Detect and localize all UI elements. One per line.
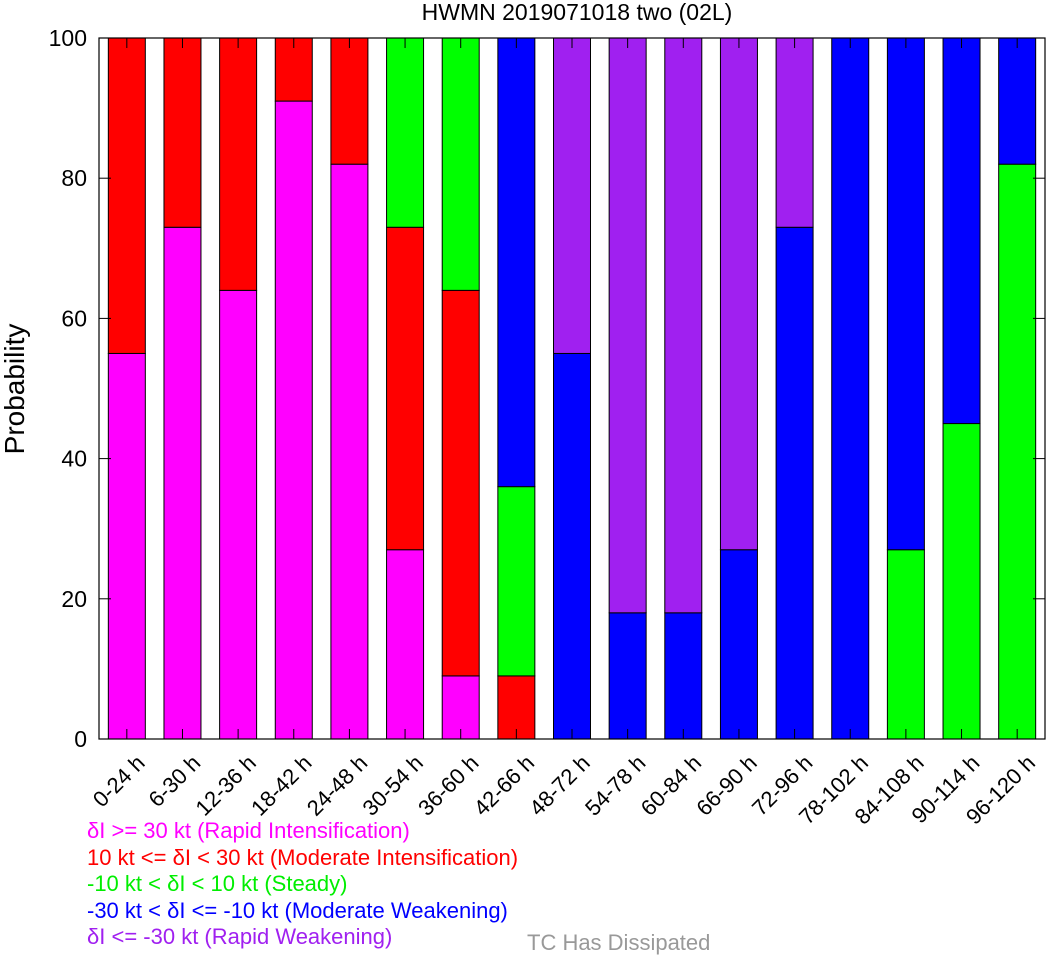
bar-moderate-intensification-2 — [219, 37, 258, 291]
bar-moderate-intensification-3 — [274, 37, 313, 102]
legend: δI >= 30 kt (Rapid Intensification) 10 k… — [87, 818, 518, 951]
legend-entry-moderate-intensification: 10 kt <= δI < 30 kt (Moderate Intensific… — [87, 844, 519, 870]
bar-moderate-weakening-12 — [775, 226, 814, 740]
bar-steady-5 — [386, 37, 425, 228]
y-axis-label: Probability — [0, 324, 30, 455]
bar-steady-7 — [497, 486, 536, 677]
x-tick-label-11: 66-90 h — [691, 750, 761, 820]
bar-rapid-intensification-0 — [107, 352, 146, 740]
bar-rapid-intensification-1 — [163, 226, 202, 740]
x-tick-label-7: 42-66 h — [469, 750, 539, 820]
x-tick-label-2: 12-36 h — [191, 750, 261, 820]
bar-moderate-weakening-16 — [998, 37, 1037, 165]
y-tick-label-0: 0 — [74, 726, 87, 752]
x-tick-label-10: 60-84 h — [636, 750, 706, 820]
bar-rapid-intensification-2 — [219, 289, 258, 740]
y-tick-label-2: 40 — [61, 446, 87, 472]
legend-entry-rapid-intensification: δI >= 30 kt (Rapid Intensification) — [87, 818, 410, 843]
bar-rapid-intensification-3 — [274, 100, 313, 740]
legend-entry-moderate-weakening: -30 kt < δI <= -10 kt (Moderate Weakenin… — [87, 897, 508, 923]
bar-rapid-intensification-6 — [441, 675, 480, 740]
bar-rapid-intensification-4 — [330, 163, 369, 740]
bar-rapid-weakening-10 — [664, 37, 703, 614]
x-tick-label-8: 48-72 h — [524, 750, 594, 820]
legend-entry-steady: -10 kt < δI < 10 kt (Steady) — [87, 871, 348, 896]
bar-steady-6 — [441, 37, 480, 291]
bar-moderate-weakening-7 — [497, 37, 536, 488]
y-tick-label-4: 80 — [61, 165, 87, 191]
bar-moderate-weakening-10 — [664, 612, 703, 740]
x-tick-label-9: 54-78 h — [580, 750, 650, 820]
x-tick-label-3: 18-42 h — [246, 750, 316, 820]
bar-moderate-weakening-8 — [553, 352, 591, 740]
chart-title: HWMN 2019071018 two (02L) — [422, 0, 733, 25]
bar-steady-16 — [998, 163, 1037, 740]
y-tick-label-3: 60 — [61, 305, 87, 331]
bars-group — [107, 37, 1037, 740]
bar-steady-14 — [886, 549, 925, 740]
x-tick-label-0: 0-24 h — [88, 750, 150, 812]
bar-steady-15 — [942, 423, 981, 740]
bar-moderate-intensification-4 — [330, 37, 369, 165]
bar-rapid-weakening-11 — [719, 37, 758, 551]
bar-moderate-weakening-15 — [942, 37, 981, 425]
bar-moderate-weakening-14 — [886, 37, 925, 551]
x-tick-label-6: 36-60 h — [413, 750, 483, 820]
bar-moderate-weakening-9 — [608, 612, 647, 740]
bar-moderate-intensification-0 — [107, 37, 146, 354]
bar-rapid-intensification-5 — [386, 549, 425, 740]
y-tick-label-1: 20 — [61, 586, 87, 612]
y-tick-label-5: 100 — [49, 25, 87, 51]
bar-moderate-weakening-11 — [719, 549, 758, 740]
bar-moderate-intensification-5 — [386, 226, 425, 551]
x-tick-label-4: 24-48 h — [302, 750, 372, 820]
bar-rapid-weakening-12 — [775, 37, 814, 228]
legend-entry-dissipated: TC Has Dissipated — [527, 930, 711, 955]
bar-moderate-intensification-6 — [441, 289, 480, 677]
bar-rapid-weakening-9 — [608, 37, 647, 614]
legend-entry-rapid-weakening: δI <= -30 kt (Rapid Weakening) — [87, 924, 393, 949]
x-tick-label-5: 30-54 h — [357, 750, 427, 820]
bar-rapid-weakening-8 — [553, 37, 591, 354]
bar-moderate-intensification-1 — [163, 37, 202, 228]
plot-frame — [98, 37, 1046, 740]
bar-moderate-weakening-13 — [831, 37, 870, 740]
